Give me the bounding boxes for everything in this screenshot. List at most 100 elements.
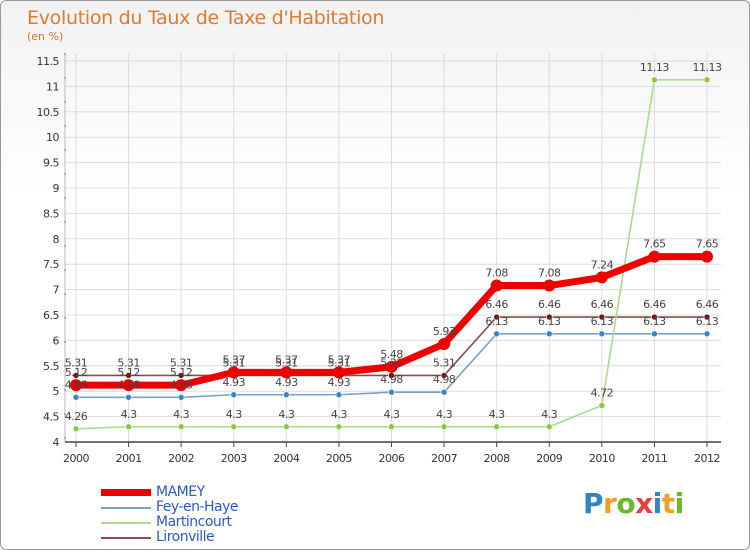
legend-label: Martincourt: [156, 514, 232, 530]
data-label: 5.31: [328, 356, 351, 369]
data-point: [122, 379, 135, 392]
data-point: [283, 423, 290, 431]
x-tick-label: 2004: [273, 452, 299, 465]
data-point: [125, 423, 132, 431]
data-point: [703, 313, 711, 321]
data-point: [543, 279, 556, 292]
data-label: 6.13: [696, 315, 719, 328]
data-point: [125, 372, 132, 379]
data-label: 6.46: [643, 298, 666, 311]
data-point: [493, 423, 500, 431]
x-tick-label: 2009: [536, 452, 562, 465]
data-label: 4.3: [541, 408, 557, 421]
data-label: 4.93: [223, 376, 246, 389]
data-point: [493, 313, 500, 321]
chart-legend: MAMEY Fey-en-Haye Martincourt Lironville: [101, 485, 321, 545]
y-tick-label: 10.5: [37, 106, 60, 119]
data-label: 4.98: [380, 373, 403, 386]
data-point: [545, 313, 553, 321]
data-label: 5.31: [117, 356, 140, 369]
data-label: 5.37: [275, 353, 298, 366]
legend-label: Fey-en-Haye: [156, 499, 239, 515]
data-point: [545, 330, 553, 338]
y-tick-label: 11.5: [37, 55, 60, 68]
data-label: 5.37: [223, 353, 246, 366]
logo-letter: P: [583, 487, 604, 520]
data-label: 5.31: [170, 356, 193, 369]
data-label: 6.46: [485, 298, 508, 311]
x-tick-label: 2012: [694, 452, 720, 465]
y-tick-label: 5.5: [43, 360, 59, 373]
data-label: 4.3: [384, 408, 400, 421]
data-point: [651, 330, 658, 338]
legend-label: MAMEY: [156, 484, 205, 500]
data-label: 4.88: [117, 378, 140, 391]
data-point: [440, 372, 448, 379]
legend-swatch: [101, 507, 151, 509]
data-label: 4.3: [173, 408, 189, 421]
data-label: 4.88: [65, 378, 88, 391]
data-point: [230, 391, 238, 399]
data-point: [493, 330, 500, 338]
logo-letter: x: [635, 487, 653, 520]
data-point: [70, 379, 82, 392]
legend-item: MAMEY: [101, 485, 321, 500]
data-label: 5.93: [433, 325, 456, 338]
x-tick-label: 2000: [63, 452, 89, 465]
data-point: [227, 366, 240, 379]
data-point: [388, 423, 395, 431]
data-label: 4.88: [170, 378, 193, 391]
y-tick-label: 8: [53, 233, 60, 246]
data-label: 6.13: [538, 315, 561, 328]
data-point: [72, 372, 80, 379]
legend-swatch: [101, 522, 151, 524]
data-label: 4.3: [278, 408, 294, 421]
data-label: 5.48: [380, 348, 403, 361]
logo-letter: i: [674, 487, 685, 520]
data-point: [703, 330, 711, 338]
data-point: [385, 360, 398, 373]
data-label: 4.3: [226, 408, 242, 421]
data-point: [598, 402, 606, 409]
y-tick-label: 9.5: [43, 157, 59, 170]
y-tick-label: 6: [53, 334, 60, 347]
y-tick-label: 7: [53, 284, 60, 297]
data-point: [701, 250, 713, 263]
y-tick-label: 9: [53, 182, 60, 195]
legend-item: Lironville: [101, 530, 321, 545]
x-tick-label: 2003: [221, 452, 247, 465]
data-label: 5.12: [65, 366, 88, 379]
y-tick-label: 7.5: [43, 258, 59, 271]
data-point: [651, 76, 658, 84]
data-label: 5.31: [275, 356, 298, 369]
data-point: [283, 391, 290, 399]
data-label: 11.13: [640, 61, 669, 74]
data-point: [651, 313, 658, 321]
data-point: [598, 330, 606, 338]
data-point: [545, 423, 553, 431]
data-label: 4.72: [591, 386, 614, 399]
data-point: [125, 393, 132, 401]
data-label: 4.3: [436, 408, 452, 421]
data-label: 7.24: [591, 258, 614, 271]
y-tick-label: 4.5: [43, 411, 59, 424]
data-label: 6.46: [696, 298, 719, 311]
data-label: 4.26: [65, 410, 88, 423]
data-point: [703, 76, 711, 84]
data-label: 7.08: [538, 267, 561, 280]
data-label: 11.13: [693, 61, 722, 74]
x-tick-label: 2010: [589, 452, 615, 465]
data-label: 5.12: [117, 366, 140, 379]
data-label: 5.31: [65, 356, 88, 369]
data-point: [175, 379, 188, 392]
logo-letter: r: [603, 487, 617, 520]
y-tick-label: 4: [53, 436, 60, 449]
legend-label: Lironville: [156, 529, 215, 545]
x-tick-label: 2008: [484, 452, 510, 465]
chart-subtitle: (en %): [27, 30, 64, 43]
data-point: [177, 393, 185, 401]
data-point: [72, 425, 80, 433]
data-label: 6.13: [643, 315, 666, 328]
chart-title: Evolution du Taux de Taxe d'Habitation: [27, 7, 385, 29]
